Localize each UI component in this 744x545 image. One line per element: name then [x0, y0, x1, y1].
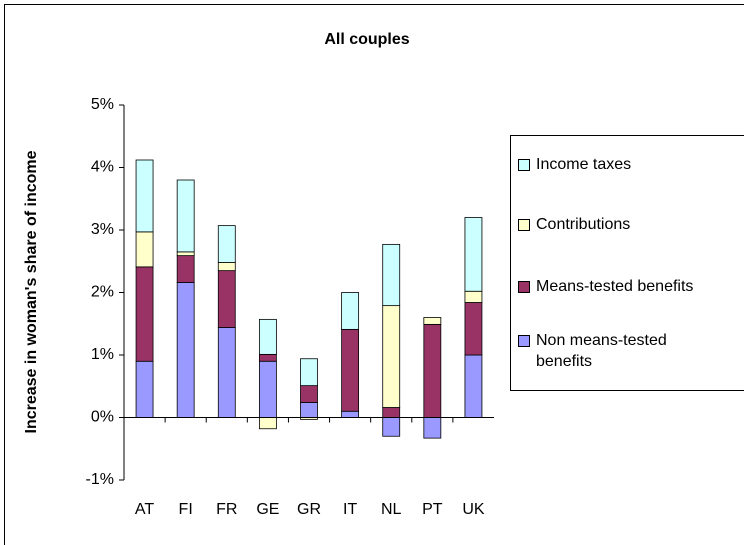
bar-segment	[135, 266, 154, 362]
y-tick-label: 1%	[91, 346, 114, 363]
bar-segment	[258, 360, 277, 418]
bar-segment	[464, 290, 483, 303]
bar-segment	[258, 318, 277, 355]
bar-segment	[217, 327, 236, 418]
y-tick-label: 2%	[91, 284, 114, 301]
x-tick-label: IT	[343, 501, 357, 518]
bar-segment	[382, 417, 401, 437]
y-tick-label: 3%	[91, 221, 114, 238]
bar-segment	[135, 360, 154, 418]
chart-title: All couples	[324, 31, 409, 48]
bar-segment	[176, 251, 195, 257]
y-tick-label: -1%	[86, 471, 114, 488]
x-tick-label: GE	[256, 501, 279, 518]
bar-segment	[300, 402, 318, 418]
legend-item: Means-tested benefits	[518, 276, 740, 297]
bar-segment	[300, 385, 318, 403]
x-tick-label: UK	[462, 501, 485, 518]
legend: Income taxes Contributions Means-tested be…	[510, 135, 744, 391]
legend-label: Income taxes	[536, 156, 632, 173]
x-tick-label: FR	[216, 501, 237, 518]
y-axis-label: Increase in woman's share of income	[23, 150, 40, 433]
legend-item: Non means-tested benefits	[518, 330, 740, 372]
y-tick-label: 4%	[91, 159, 114, 176]
x-tick-label: FI	[179, 501, 193, 518]
bar-segment	[382, 407, 401, 418]
bar-segment	[258, 417, 277, 430]
legend-label: Non means-tested benefits	[536, 332, 667, 370]
x-tick-label: NL	[381, 501, 402, 518]
x-tick-label: GR	[297, 501, 321, 518]
bar-segment	[258, 353, 277, 362]
bar-segment	[382, 305, 401, 408]
bar-segment	[423, 317, 442, 325]
bar-segment	[217, 225, 236, 263]
legend-label: Means-tested benefits	[536, 278, 694, 295]
bar-segment	[423, 417, 442, 439]
legend-swatch	[518, 219, 530, 231]
legend-label: Contributions	[536, 216, 631, 233]
bar-segment	[135, 159, 154, 233]
legend-item: Income taxes	[518, 154, 740, 175]
x-tick-label: AT	[135, 501, 154, 518]
y-tick-label: 0%	[91, 409, 114, 426]
bar-segment	[217, 262, 236, 272]
bar-segment	[176, 282, 195, 418]
legend-swatch	[518, 159, 530, 171]
bar-segment	[341, 328, 360, 412]
bar-segment	[300, 358, 318, 387]
legend-item: Contributions	[518, 214, 740, 235]
bar-segment	[382, 243, 401, 307]
bar-segment	[135, 231, 154, 268]
legend-swatch	[518, 335, 530, 347]
bar-segment	[464, 217, 483, 292]
bar-segment	[423, 323, 442, 418]
bar-segment	[464, 354, 483, 418]
bar-segment	[176, 179, 195, 253]
bar-segment	[176, 255, 195, 283]
x-tick-label: PT	[422, 501, 443, 518]
legend-swatch	[518, 281, 530, 293]
bar-segment	[341, 410, 360, 418]
bar-segment	[464, 302, 483, 356]
y-tick-label: 5%	[91, 96, 114, 113]
bar-segment	[217, 270, 236, 328]
bar-segment	[341, 292, 360, 330]
